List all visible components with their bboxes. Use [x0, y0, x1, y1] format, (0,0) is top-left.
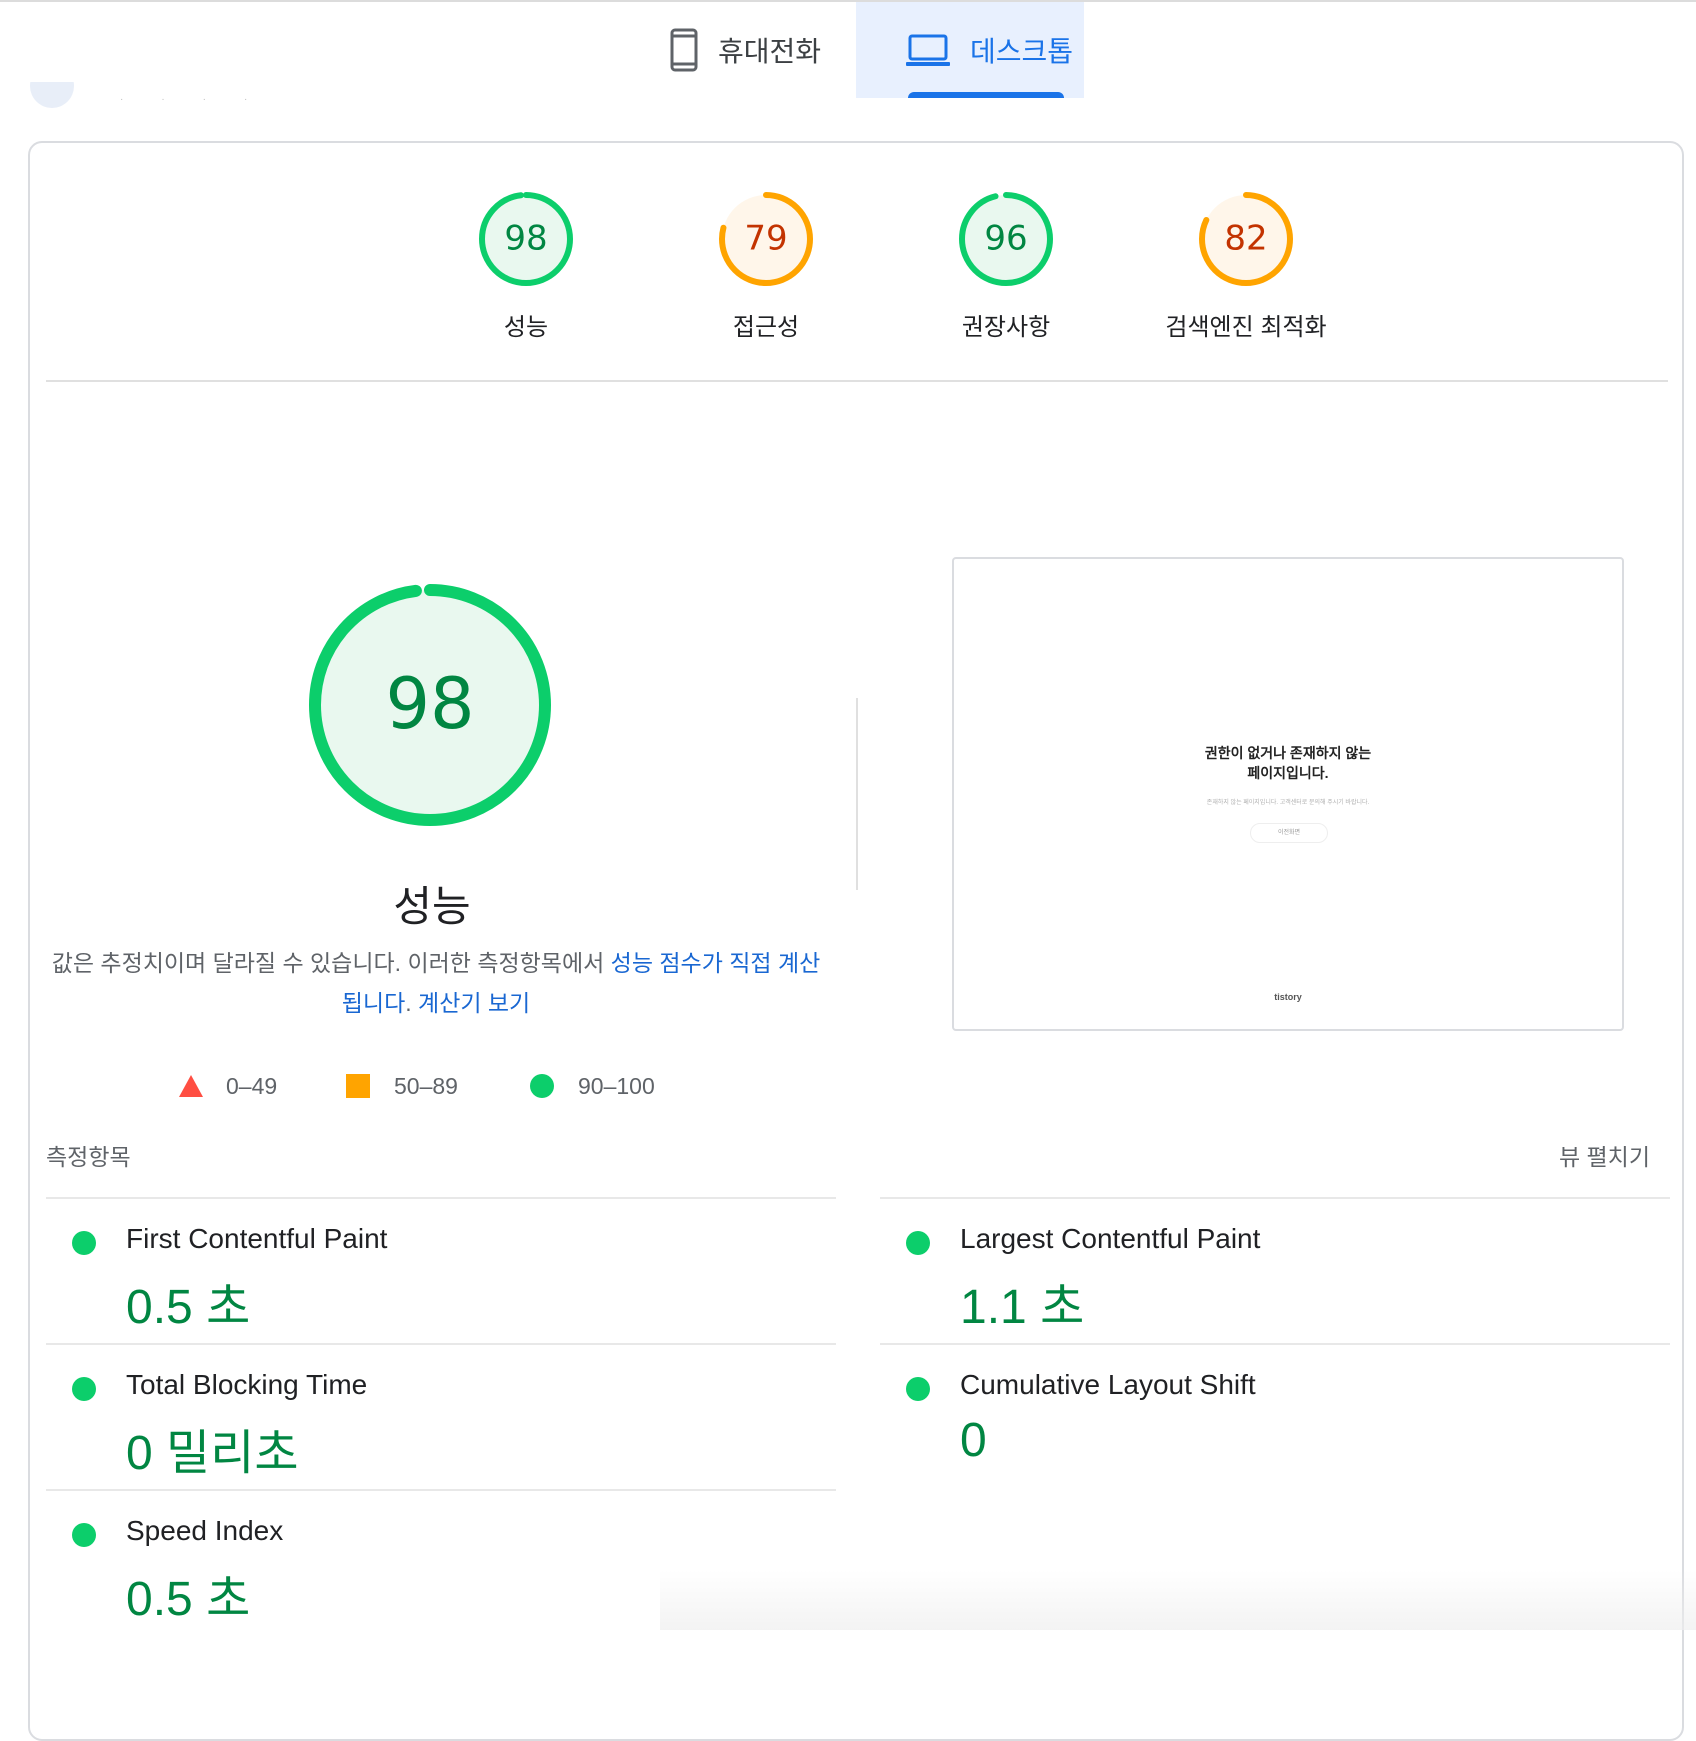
performance-title: 성능: [393, 883, 471, 930]
pass-indicator-icon: [72, 1231, 96, 1255]
category-label: 접근성: [732, 314, 800, 341]
legend-fail: 0–49: [178, 1073, 346, 1100]
screenshot-logo: tistory: [1274, 992, 1302, 1002]
metric-name: Total Blocking Time: [126, 1369, 368, 1400]
screenshot-heading-line1: 권한이 없거나 존재하지 않는: [1204, 745, 1372, 761]
legend-pass: 90–100: [530, 1073, 655, 1100]
metric-value: 0.5 초: [126, 1573, 251, 1626]
category-gauge[interactable]: 96 권장사항: [886, 189, 1126, 342]
screenshot-heading: 권한이 없거나 존재하지 않는 페이지입니다.: [954, 743, 1622, 783]
page-screenshot: 권한이 없거나 존재하지 않는 페이지입니다. 존재하지 않는 페이지입니다. …: [952, 557, 1624, 1031]
legend-pass-label: 90–100: [578, 1072, 655, 1099]
metrics-title: 측정항목: [46, 1144, 131, 1170]
laptop-icon: [906, 33, 950, 67]
pass-indicator-icon: [906, 1377, 930, 1401]
category-gauge[interactable]: 79 접근성: [646, 189, 886, 342]
report-card: 98 성능 79 접근성 96 권장사항 82 검색엔진 최적화 98 성능 값…: [28, 141, 1684, 1741]
category-score: 98: [504, 219, 547, 259]
active-tab-indicator: [908, 92, 1064, 98]
screenshot-heading-line2: 페이지입니다.: [1247, 765, 1329, 781]
pass-indicator-icon: [72, 1377, 96, 1401]
circle-icon: [530, 1074, 554, 1098]
category-score: 79: [744, 219, 787, 259]
category-gauge[interactable]: 98 성능: [406, 189, 646, 342]
metric-name: Cumulative Layout Shift: [960, 1369, 1256, 1400]
calculator-link[interactable]: 계산기 보기: [418, 990, 531, 1016]
metric-name: Speed Index: [126, 1515, 284, 1546]
pass-indicator-icon: [906, 1231, 930, 1255]
tab-desktop[interactable]: 데스크톱: [856, 2, 1084, 98]
expand-view-toggle[interactable]: 뷰 펼치기: [1558, 1144, 1650, 1170]
performance-score: 98: [385, 663, 474, 745]
metric-item: First Contentful Paint 0.5 초: [46, 1197, 836, 1343]
tab-mobile-label: 휴대전화: [718, 36, 822, 67]
metrics-right-column: Largest Contentful Paint 1.1 초 Cumulativ…: [880, 1197, 1670, 1489]
top-rule: [0, 0, 1696, 2]
metric-item: Cumulative Layout Shift 0: [880, 1343, 1670, 1489]
metrics-left-column: First Contentful Paint 0.5 초 Total Block…: [46, 1197, 836, 1635]
pass-indicator-icon: [72, 1523, 96, 1547]
legend-average-label: 50–89: [394, 1072, 458, 1099]
triangle-icon: [179, 1075, 203, 1097]
metric-value: 0: [960, 1414, 987, 1467]
category-label: 권장사항: [961, 314, 1051, 341]
category-score: 82: [1224, 219, 1267, 259]
square-icon: [346, 1074, 370, 1098]
category-label: 검색엔진 최적화: [1165, 314, 1327, 341]
legend-average: 50–89: [346, 1073, 530, 1100]
category-gauge[interactable]: 82 검색엔진 최적화: [1126, 189, 1366, 342]
performance-description: 값은 추정치이며 달라질 수 있습니다. 이러한 측정항목에서 성능 점수가 직…: [46, 943, 826, 1023]
metric-item: Largest Contentful Paint 1.1 초: [880, 1197, 1670, 1343]
score-calculation-link[interactable]: 성능 점수가 직접 계산됩니다: [341, 950, 821, 1016]
metric-item: Total Blocking Time 0 밀리초: [46, 1343, 836, 1489]
metric-value: 1.1 초: [960, 1281, 1085, 1334]
screenshot-back-button: 이전화면: [1250, 823, 1328, 843]
bottom-fade: [660, 1570, 1696, 1630]
category-label: 성능: [503, 314, 549, 341]
vertical-divider: [856, 698, 858, 890]
description-text: 값은 추정치이며 달라질 수 있습니다. 이러한 측정항목에서: [51, 950, 611, 976]
screenshot-subtext: 존재하지 않는 페이지입니다. 고객센터로 문의해 주시기 바랍니다.: [1206, 800, 1370, 806]
category-gauges: 98 성능 79 접근성 96 권장사항 82 검색엔진 최적화: [30, 189, 1682, 349]
performance-gauge: 98: [308, 583, 552, 827]
legend-fail-label: 0–49: [226, 1072, 278, 1099]
category-score: 96: [984, 219, 1027, 259]
section-divider: [46, 380, 1668, 382]
metric-name: Largest Contentful Paint: [960, 1223, 1261, 1254]
phone-icon: [670, 28, 698, 72]
metric-item: Speed Index 0.5 초: [46, 1489, 836, 1635]
metric-name: First Contentful Paint: [126, 1223, 388, 1254]
tab-mobile[interactable]: 휴대전화: [640, 2, 856, 98]
metric-value: 0 밀리초: [126, 1427, 299, 1480]
device-tabs: 휴대전화 데스크톱: [640, 2, 1084, 98]
metric-value: 0.5 초: [126, 1281, 251, 1334]
tab-desktop-label: 데스크톱: [970, 36, 1074, 67]
ghost-text: ····: [120, 94, 286, 105]
score-legend: 0–49 50–89 90–100: [178, 1066, 655, 1106]
avatar: [30, 82, 74, 108]
description-dot: .: [405, 990, 419, 1016]
